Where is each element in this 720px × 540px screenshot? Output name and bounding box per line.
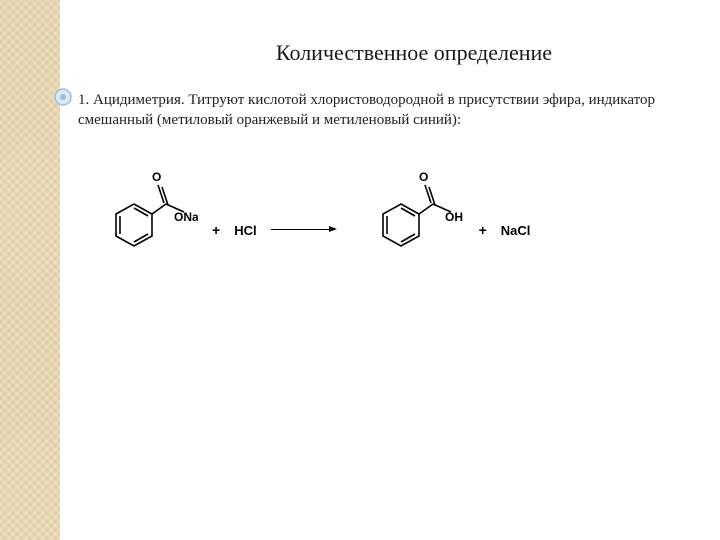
molecule-sodium-benzoate: O ONa <box>88 159 198 274</box>
body-paragraph: 1. Ацидиметрия. Титруют кислотой хлорист… <box>78 90 690 131</box>
reagent-hcl: HCl <box>234 223 256 238</box>
page-title: Количественное определение <box>138 40 690 66</box>
svg-text:O: O <box>419 170 428 184</box>
product-nacl: NaCl <box>501 223 531 238</box>
content-area: Количественное определение 1. Ацидиметри… <box>78 40 690 274</box>
reaction-scheme: O ONa + HCl O OH <box>88 159 690 274</box>
svg-text:ONa: ONa <box>174 210 198 224</box>
plus-sign-2: + <box>479 222 487 238</box>
molecule-benzoic-acid: O OH <box>355 159 465 274</box>
bullet-icon <box>54 88 72 106</box>
plus-sign-1: + <box>212 222 220 238</box>
svg-text:OH: OH <box>445 210 463 224</box>
svg-text:O: O <box>152 170 161 184</box>
sidebar-pattern <box>0 0 60 540</box>
reaction-arrow <box>271 229 341 231</box>
